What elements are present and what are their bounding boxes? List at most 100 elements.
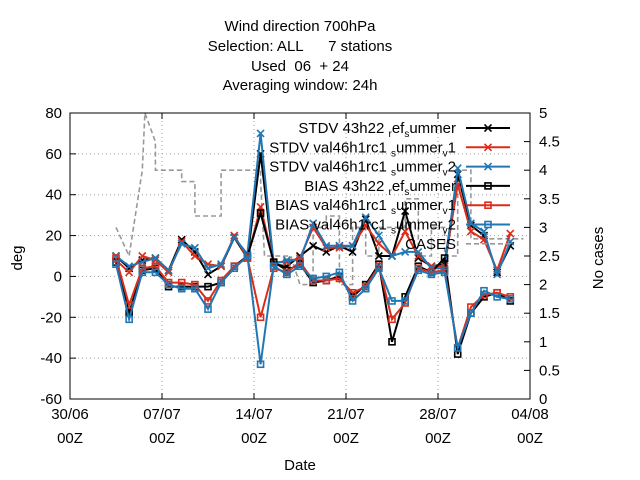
- data-point: [203, 264, 213, 273]
- data-point: [479, 227, 489, 236]
- data-point: [138, 264, 147, 273]
- data-point: [177, 239, 186, 248]
- data-point: [484, 220, 492, 229]
- point-stroke: [309, 219, 318, 228]
- data-point: [467, 309, 475, 318]
- point-stroke: [230, 231, 239, 240]
- point-stroke: [348, 241, 357, 250]
- data-point: [269, 262, 278, 271]
- data-point: [256, 360, 265, 369]
- data-point: [348, 247, 357, 256]
- point-stroke: [282, 256, 291, 265]
- point-stroke: [151, 253, 160, 263]
- point-stroke: [466, 219, 475, 228]
- y2-tick-label: 4: [539, 162, 547, 179]
- data-point: [282, 256, 291, 265]
- data-point: [204, 282, 212, 291]
- chart-title: Wind direction 700hPa Selection: ALL 7 s…: [208, 18, 393, 94]
- x-axis-label: Date: [284, 457, 316, 474]
- data-point: [401, 247, 410, 256]
- point-stroke: [374, 231, 383, 240]
- x-tick-label-time: 00Z: [149, 430, 175, 447]
- data-point: [309, 274, 317, 283]
- data-point: [125, 262, 134, 271]
- data-point: [256, 129, 265, 138]
- x-tick-label: 28/07: [419, 406, 457, 423]
- point-stroke: [177, 239, 186, 248]
- y2-tick-label: 5: [539, 105, 547, 122]
- data-point: [296, 262, 304, 271]
- cases-layer: [115, 112, 524, 286]
- point-stroke: [164, 268, 173, 277]
- data-point: [374, 251, 383, 261]
- data-point: [480, 286, 488, 295]
- legend-label: CASES: [405, 236, 456, 253]
- data-point: [138, 251, 147, 261]
- point-stroke: [203, 270, 213, 279]
- point-stroke: [361, 221, 370, 230]
- series-line: [115, 253, 511, 365]
- data-point: [401, 227, 410, 236]
- point-stroke: [217, 260, 226, 269]
- data-point: [374, 231, 383, 240]
- x-tick-label: 07/07: [143, 406, 181, 423]
- point-stroke: [483, 123, 493, 133]
- data-point: [191, 280, 199, 289]
- x-tick-label: 21/07: [327, 406, 365, 423]
- data-point: [309, 219, 318, 228]
- point-stroke: [203, 264, 213, 273]
- point-stroke: [348, 247, 357, 256]
- point-stroke: [479, 227, 489, 236]
- data-point: [217, 260, 226, 269]
- data-point: [453, 344, 462, 352]
- legend-label: BIAS val46h1rc1 summerv1: [275, 197, 456, 217]
- data-point: [230, 231, 239, 240]
- title-line-3: Used 06 + 24: [251, 58, 349, 75]
- data-point: [493, 270, 502, 279]
- data-point: [164, 268, 173, 277]
- point-stroke: [414, 247, 423, 256]
- series-line: [115, 256, 511, 349]
- data-point: [388, 297, 396, 305]
- legend-label: BIAS val46h1rc1 summerv2: [275, 217, 456, 237]
- series-layer: [111, 129, 515, 369]
- data-point: [230, 233, 239, 242]
- axis-ticks: -60 -40 -20 0 20 40 60 80 0 0.5 1 1.5 2 2.5 3 3.5 4 4.5 5 3…: [40, 105, 560, 447]
- point-stroke: [401, 247, 410, 256]
- data-point: [256, 313, 265, 322]
- data-point: [151, 253, 160, 263]
- data-point: [190, 251, 199, 261]
- data-point: [414, 266, 423, 275]
- y-tick-label: -20: [40, 309, 62, 326]
- data-point: [440, 254, 449, 262]
- point-stroke: [125, 262, 134, 271]
- data-point: [125, 268, 134, 277]
- x-tick-label: 14/07: [235, 406, 273, 423]
- data-point: [483, 143, 493, 152]
- y-tick-label: 0: [54, 268, 62, 285]
- point-stroke: [453, 164, 462, 173]
- data-point: [112, 260, 120, 268]
- legend-label: STDV val46h1rc1 summerv2: [269, 159, 456, 179]
- series-2: [111, 129, 515, 279]
- grid: [70, 113, 530, 399]
- x-tick-label: 04/08: [511, 406, 549, 423]
- data-point: [151, 268, 160, 277]
- data-point: [322, 272, 331, 281]
- data-point: [453, 164, 462, 173]
- data-point: [203, 270, 213, 279]
- point-stroke: [387, 251, 397, 261]
- point-stroke: [256, 129, 265, 138]
- x-tick-label-time: 00Z: [241, 430, 267, 447]
- data-point: [414, 247, 423, 256]
- data-point: [388, 315, 396, 324]
- data-point: [125, 315, 133, 324]
- point-stroke: [322, 241, 331, 250]
- data-point: [322, 241, 331, 250]
- point-stroke: [506, 229, 515, 238]
- title-line-1: Wind direction 700hPa: [225, 18, 377, 35]
- data-point: [440, 268, 449, 277]
- point-stroke: [335, 241, 344, 250]
- y-tick-label: 60: [45, 146, 62, 163]
